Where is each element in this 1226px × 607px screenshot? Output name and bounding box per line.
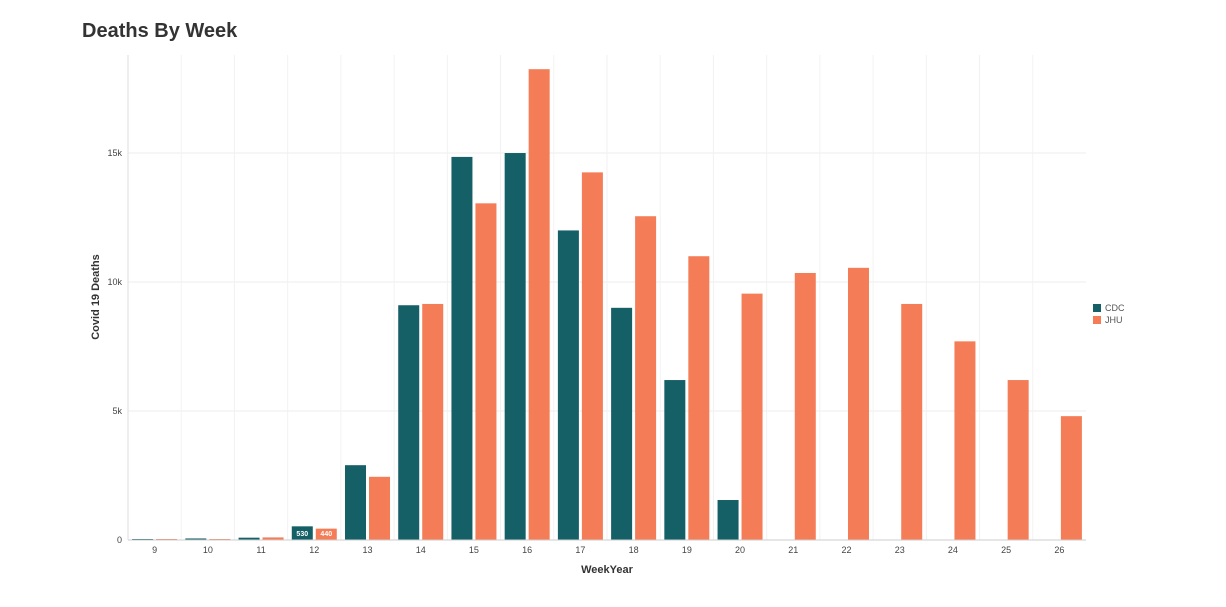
data-label-cdc-12: 530: [296, 531, 308, 538]
bar-jhu-22[interactable]: [848, 267, 869, 540]
legend: CDC JHU: [1093, 302, 1125, 326]
x-tick-label: 18: [629, 545, 639, 555]
y-tick-label: 0: [117, 535, 122, 545]
x-tick-label: 24: [948, 545, 958, 555]
bar-cdc-17[interactable]: [557, 230, 579, 540]
x-tick-label: 19: [682, 545, 692, 555]
x-tick-label: 12: [309, 545, 319, 555]
x-tick-label: 11: [256, 545, 265, 555]
y-tick-label: 10k: [107, 277, 122, 287]
bar-cdc-19[interactable]: [664, 380, 686, 540]
data-label-jhu-12: 440: [320, 531, 332, 538]
x-tick-label: 14: [416, 545, 426, 555]
bar-jhu-12[interactable]: [315, 528, 337, 540]
bar-jhu-26[interactable]: [1060, 416, 1082, 540]
legend-item-cdc[interactable]: CDC: [1093, 302, 1125, 314]
bars-group: 530 440: [132, 69, 1082, 541]
x-tick-label: 21: [788, 545, 798, 555]
legend-label-jhu: JHU: [1105, 315, 1123, 325]
y-axis-label: Covid 19 Deaths: [90, 254, 102, 340]
bar-cdc-13[interactable]: [345, 465, 366, 540]
bar-cdc-14[interactable]: [398, 305, 420, 540]
legend-item-jhu[interactable]: JHU: [1093, 314, 1125, 326]
bar-cdc-16[interactable]: [504, 153, 526, 540]
bar-cdc-12[interactable]: [291, 526, 313, 540]
bar-jhu-17[interactable]: [581, 172, 603, 541]
legend-swatch-cdc: [1093, 304, 1101, 312]
bar-jhu-25[interactable]: [1007, 380, 1029, 540]
bar-cdc-11[interactable]: [238, 537, 260, 540]
x-tick-label: 26: [1054, 545, 1064, 555]
bar-jhu-20[interactable]: [741, 293, 763, 540]
bar-jhu-24[interactable]: [954, 341, 976, 540]
grid-lines: [128, 55, 1086, 540]
bar-cdc-18[interactable]: [611, 307, 633, 540]
bar-jhu-21[interactable]: [794, 272, 816, 540]
bar-jhu-23[interactable]: [901, 303, 923, 540]
x-tick-label: 15: [469, 545, 479, 555]
x-tick-label: 13: [362, 545, 372, 555]
bar-cdc-20[interactable]: [717, 500, 739, 540]
chart-title: Deaths By Week: [82, 20, 238, 42]
bar-jhu-14[interactable]: [422, 303, 444, 540]
x-tick-label: 23: [895, 545, 905, 555]
bar-cdc-15[interactable]: [451, 156, 473, 540]
y-tick-label: 15k: [107, 148, 122, 158]
bar-jhu-19[interactable]: [688, 256, 710, 540]
x-tick-label: 17: [575, 545, 585, 555]
x-tick-label: 16: [522, 545, 532, 555]
x-tick-label: 25: [1001, 545, 1011, 555]
bar-jhu-18[interactable]: [635, 216, 657, 541]
bar-jhu-13[interactable]: [369, 476, 390, 540]
y-tick-label: 5k: [112, 406, 122, 416]
bar-jhu-15[interactable]: [475, 203, 497, 540]
bar-jhu-16[interactable]: [528, 69, 550, 540]
x-axis-label: WeekYear: [581, 564, 634, 576]
bar-cdc-10[interactable]: [185, 538, 207, 540]
x-tick-label: 10: [203, 545, 213, 555]
legend-swatch-jhu: [1093, 316, 1101, 324]
x-tick-label: 22: [841, 545, 851, 555]
x-tick-label: 20: [735, 545, 745, 555]
tick-labels: 0 5k 10k 15k 9 10 11 12 13 14 15 16 17 18 19 20 21 22 23 24…: [107, 148, 1064, 555]
bar-jhu-11[interactable]: [262, 537, 284, 540]
legend-label-cdc: CDC: [1105, 303, 1125, 313]
x-tick-label: 9: [152, 545, 157, 555]
